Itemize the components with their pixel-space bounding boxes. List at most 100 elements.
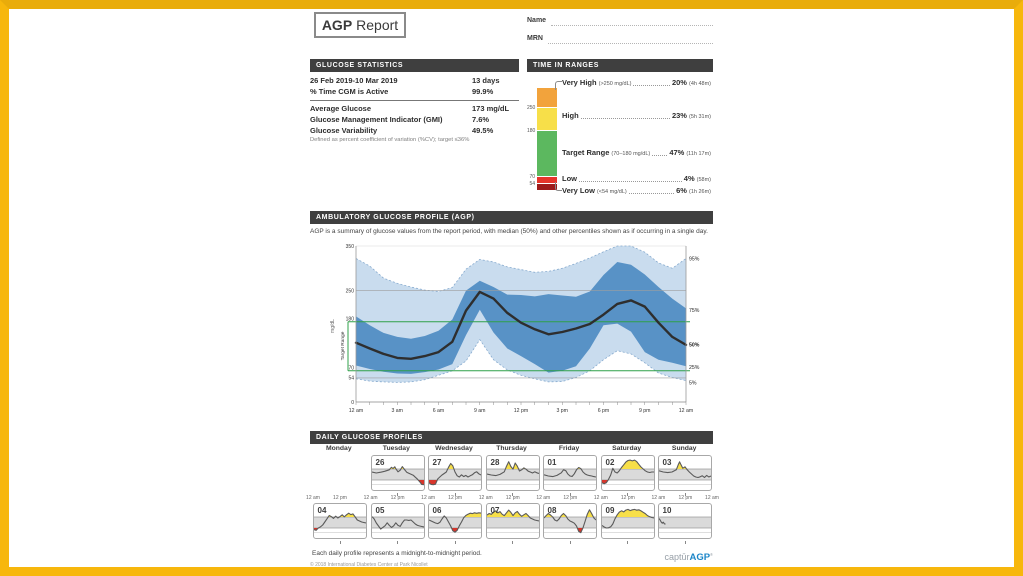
target-band xyxy=(371,469,424,480)
glucose-trace xyxy=(659,461,712,479)
above-range-fill xyxy=(601,460,654,469)
stat-label: Glucose Variability xyxy=(310,126,378,135)
tir-row-very-low: Very Low (<54 mg/dL) 6% (1h 26m) xyxy=(562,186,711,195)
day-number: 01 xyxy=(548,458,557,467)
day-number: 27 xyxy=(433,458,442,467)
below-range-fill xyxy=(487,480,539,490)
y-tick-label: 180 xyxy=(346,316,355,322)
tir-axis-value: 180 xyxy=(527,128,536,134)
day-number: 03 xyxy=(663,458,672,467)
day-chart-07: 07 xyxy=(486,506,539,538)
logo-bold: AGP xyxy=(689,552,711,563)
day-center-tick xyxy=(569,541,571,544)
below-range-fill xyxy=(487,528,539,538)
tir-bar-segment-target-range xyxy=(537,131,557,176)
stat-value: 173 mg/dL xyxy=(472,104,510,113)
stat-value: 7.6% xyxy=(472,115,490,124)
day-cell-03: 03 xyxy=(658,455,713,491)
tir-percent: 20% xyxy=(671,78,687,87)
stat-label: Glucose Management Indicator (GMI) xyxy=(310,115,443,124)
tir-percent: 6% xyxy=(676,186,687,195)
agp-header: AMBULATORY GLUCOSE PROFILE (AGP) xyxy=(310,211,713,224)
name-entry-line xyxy=(551,17,713,26)
tir-axis-value: 54 xyxy=(529,181,535,187)
mrn-entry-line xyxy=(547,35,713,44)
target-range-label: Target Range xyxy=(340,331,346,360)
target-band xyxy=(486,469,539,480)
leader-dots xyxy=(628,189,675,194)
day-chart-01: 01 xyxy=(544,458,597,490)
target-band xyxy=(601,469,654,480)
day-center-tick xyxy=(397,541,399,544)
agp-description: AGP is a summary of glucose values from … xyxy=(310,228,708,235)
target-band xyxy=(429,517,482,528)
band-25-75 xyxy=(356,262,686,374)
y-tick-label: 250 xyxy=(346,288,355,294)
day-number: 04 xyxy=(318,506,327,515)
tir-percent: 47% xyxy=(669,148,685,157)
target-band xyxy=(371,517,424,528)
day-chart-10: 10 xyxy=(659,506,712,533)
day-chart-03: 03 xyxy=(659,458,712,490)
copyright-text: © 2018 International Diabetes Center at … xyxy=(310,562,428,568)
agp-percentile-chart: 12 am 3 am 6 am 9 am 12 pm 3 pm 6 pm 9 pm 12 am 3… xyxy=(330,244,700,414)
name-field: Name xyxy=(527,17,713,26)
tir-range-name: Low xyxy=(562,174,577,183)
tir-duration: (5h 31m) xyxy=(688,114,711,120)
stat-row: Glucose Management Indicator (GMI) 7.6% xyxy=(310,114,519,125)
day-number: 28 xyxy=(490,458,499,467)
target-band xyxy=(314,517,366,528)
x-tick-label: 3 am xyxy=(391,408,403,414)
name-label: Name xyxy=(527,17,547,24)
time-label-mid: 12 pm xyxy=(390,495,405,501)
glucose-statistics-table: 26 Feb 2019-10 Mar 2019 13 days% Time CGM… xyxy=(310,75,519,136)
stat-row: Average Glucose 173 mg/dL xyxy=(310,103,519,114)
tir-duration: (1h 26m) xyxy=(688,189,711,195)
report-title-rest: Report xyxy=(356,17,399,33)
glucose-trace xyxy=(544,466,597,478)
time-label-start: 12 am xyxy=(536,495,551,501)
time-in-ranges-chart: 250 180 70 54 Very High (>250 mg/dL) 20% (4h 48… xyxy=(527,72,713,207)
day-center-tick xyxy=(454,541,456,544)
day-number: 09 xyxy=(605,506,614,515)
y-tick-label: 54 xyxy=(348,376,354,382)
below-range-fill xyxy=(544,528,597,533)
day-cell-04: 04 xyxy=(313,503,367,539)
glucose-trace xyxy=(429,462,482,486)
above-range-fill xyxy=(601,509,654,517)
below-range-fill xyxy=(544,480,596,490)
tir-axis-value: 250 xyxy=(527,105,536,111)
time-label-start: 12 am xyxy=(363,495,378,501)
tir-stacked-bar xyxy=(537,88,557,191)
median-line xyxy=(354,290,688,360)
day-chart-04: 04 xyxy=(314,506,366,533)
below-range-fill xyxy=(659,480,711,490)
day-chart-08: 08 xyxy=(544,506,597,534)
day-chart-06: 06 xyxy=(429,506,482,533)
tir-row-low: Low 4% (58m) xyxy=(562,174,711,183)
percentile-label: 5% xyxy=(689,381,697,387)
tir-range-name: Target Range xyxy=(562,148,610,157)
target-band xyxy=(659,517,712,528)
weekday-label-sunday: Sunday xyxy=(671,445,697,452)
y-axis-unit-label: mg/dL xyxy=(330,319,336,333)
below-range-fill xyxy=(371,480,424,485)
day-center-tick xyxy=(339,541,341,544)
tir-duration: (4h 48m) xyxy=(688,81,711,87)
x-tick-label: 3 pm xyxy=(556,408,568,414)
below-range-fill xyxy=(314,528,366,531)
tir-range-name: Very High xyxy=(562,78,597,87)
time-label-mid: 12 pm xyxy=(620,495,635,501)
day-center-tick xyxy=(397,493,399,496)
weekday-label-thursday: Thursday xyxy=(496,445,527,452)
time-label-start: 12 am xyxy=(593,495,608,501)
day-cell-02: 02 xyxy=(600,455,655,491)
stats-divider xyxy=(310,99,519,101)
time-label-mid: 12 pm xyxy=(505,495,520,501)
stat-label: % Time CGM is Active xyxy=(310,87,389,96)
daily-profiles-header: DAILY GLUCOSE PROFILES xyxy=(310,431,713,444)
day-number: 26 xyxy=(375,458,384,467)
glucose-trace xyxy=(601,508,654,529)
stat-row: 26 Feb 2019-10 Mar 2019 13 days xyxy=(310,75,519,86)
